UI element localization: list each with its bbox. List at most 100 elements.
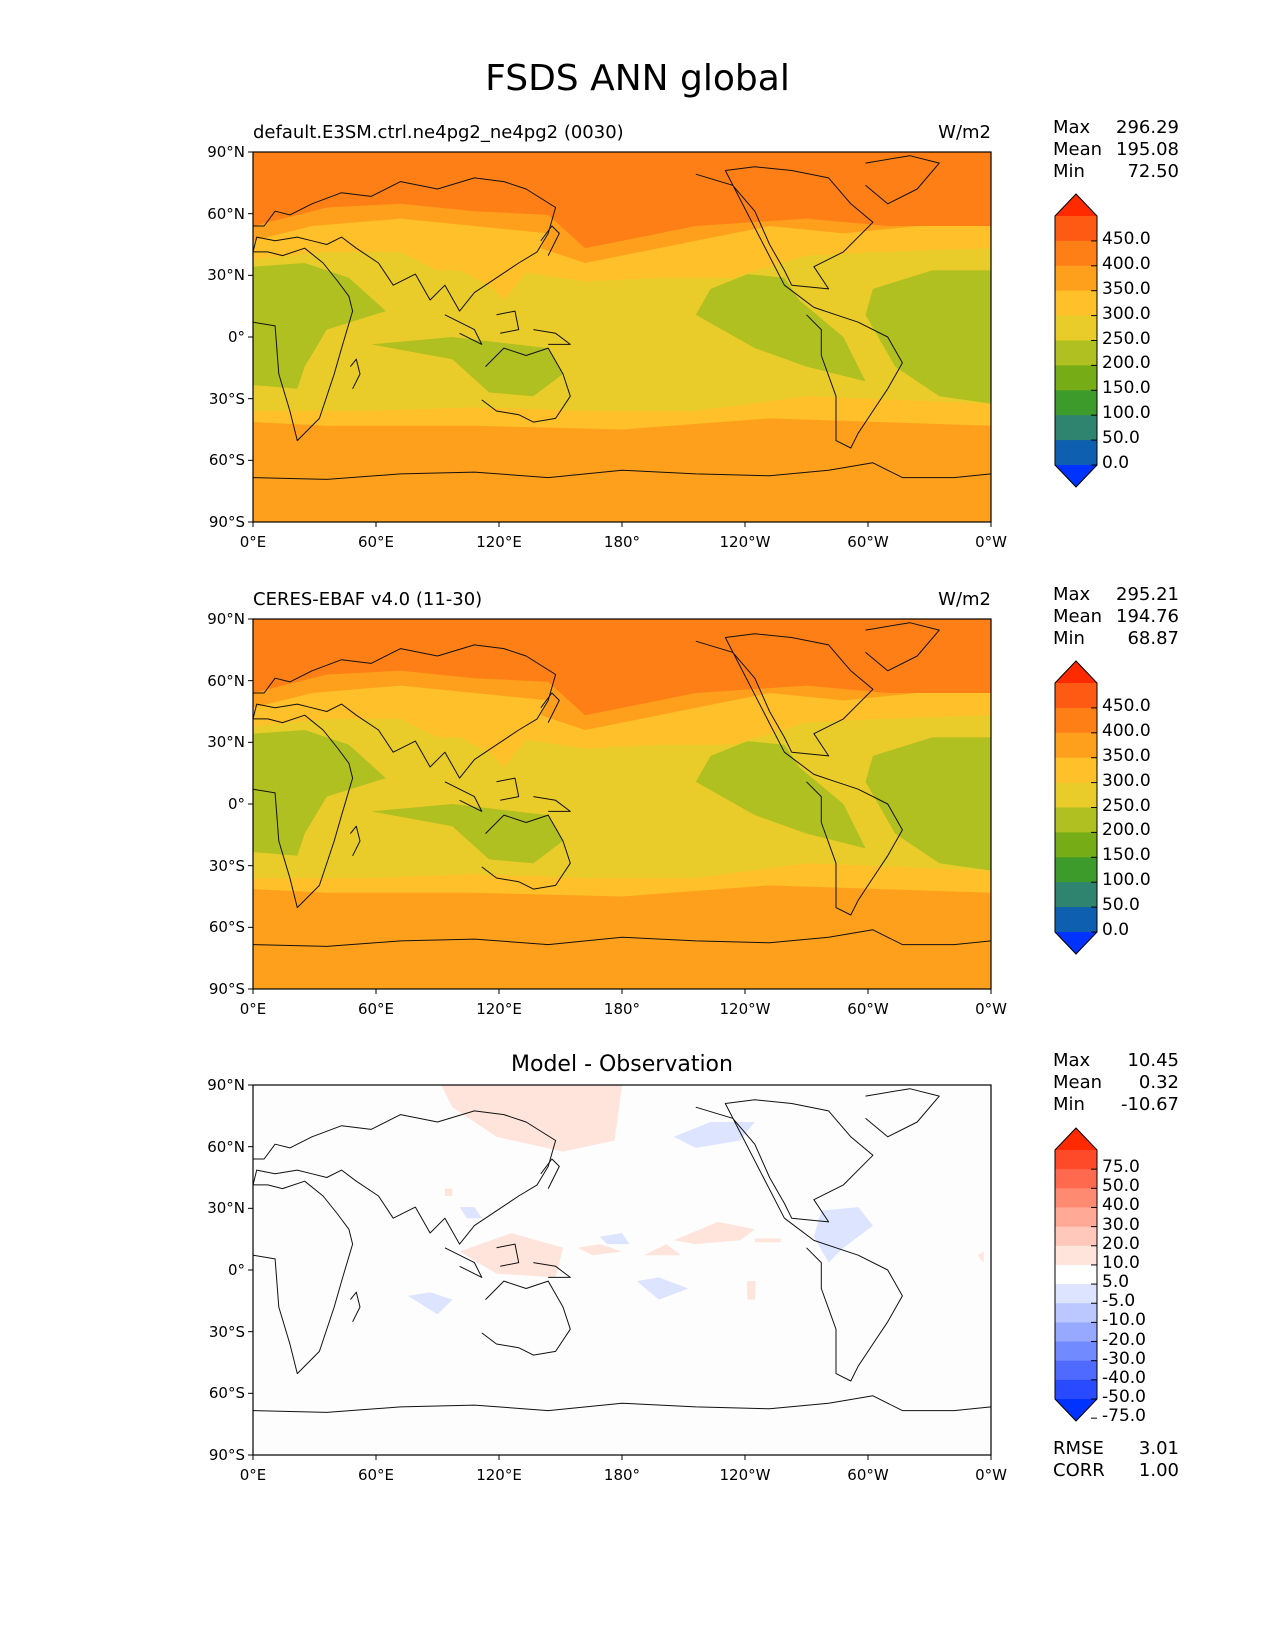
colorbar-level: 50.0	[1102, 428, 1140, 449]
colorbar	[1054, 660, 1098, 955]
colorbar-level: 50.0	[1102, 1176, 1140, 1197]
stat-label: Max	[1053, 117, 1091, 138]
colorbar	[1054, 1127, 1098, 1422]
lat-tick-label: 90°N	[207, 610, 245, 628]
colorbar-level: 40.0	[1102, 1195, 1140, 1216]
difference-field	[253, 1085, 991, 1455]
stat-value: 68.87	[1127, 628, 1179, 649]
stat-label: Min	[1053, 161, 1085, 182]
lat-tick-label: 60°S	[208, 918, 245, 937]
colorbar-level: 50.0	[1102, 895, 1140, 916]
map-panel	[248, 1084, 992, 1460]
colorbar-level: 250.0	[1102, 328, 1151, 349]
lat-tick-label: 30°S	[208, 1322, 245, 1341]
colorbar-level: 100.0	[1102, 403, 1151, 424]
panel-units: W/m2	[938, 122, 991, 143]
lat-tick-label: 30°N	[207, 733, 245, 752]
colorbar-level: 10.0	[1102, 1252, 1140, 1273]
lat-tick-label: 90°S	[208, 980, 245, 998]
lon-tick-label: 120°W	[719, 533, 771, 551]
colorbar-level: -30.0	[1102, 1348, 1146, 1369]
stat-value: 0.32	[1138, 1072, 1179, 1093]
colorbar-level: -75.0	[1102, 1406, 1146, 1427]
colorbar-level: 450.0	[1102, 695, 1151, 716]
stat-value: -10.67	[1120, 1094, 1179, 1115]
colorbar-level: 150.0	[1102, 845, 1151, 866]
lon-tick-label: 120°W	[719, 1466, 771, 1484]
coastlines	[253, 1088, 991, 1413]
lon-tick-label: 60°W	[847, 1000, 889, 1018]
colorbar-level: 0.0	[1102, 453, 1130, 473]
colorbar-level: -40.0	[1102, 1367, 1146, 1388]
lon-tick-label: 0°W	[975, 1466, 1007, 1484]
stat-value: 295.21	[1116, 584, 1179, 605]
lat-tick-label: 30°N	[207, 266, 245, 285]
lon-tick-label: 180°	[603, 1466, 641, 1484]
lon-tick-label: 120°E	[476, 1000, 522, 1018]
lon-tick-label: 180°	[603, 533, 641, 551]
colorbar-level: 400.0	[1102, 253, 1151, 274]
lat-tick-label: 30°S	[208, 389, 245, 408]
coastlines	[253, 622, 991, 947]
stat-value: 296.29	[1116, 117, 1179, 138]
metric-label: CORR	[1053, 1460, 1105, 1481]
lat-tick-label: 30°S	[208, 856, 245, 875]
colorbar-level: 450.0	[1102, 228, 1151, 249]
lon-tick-label: 60°E	[357, 1466, 395, 1484]
colorbar-level: 200.0	[1102, 820, 1151, 841]
lon-tick-label: 120°E	[476, 1466, 522, 1484]
colorbar-level: -50.0	[1102, 1387, 1146, 1407]
lon-tick-label: 180°	[603, 1000, 641, 1018]
stat-value: 195.08	[1116, 139, 1179, 160]
shaded-field	[253, 152, 991, 522]
lon-tick-label: 60°E	[357, 533, 395, 551]
stat-label: Min	[1053, 628, 1085, 649]
stat-value: 72.50	[1127, 161, 1179, 182]
stat-value: 10.45	[1127, 1050, 1179, 1071]
colorbar-level: -10.0	[1102, 1310, 1146, 1331]
lat-tick-label: 0°	[227, 795, 245, 813]
colorbar-level: 350.0	[1102, 745, 1151, 766]
colorbar-level: 300.0	[1102, 770, 1151, 791]
colorbar-level: 100.0	[1102, 870, 1151, 891]
lon-tick-label: 120°W	[719, 1000, 771, 1018]
lat-tick-label: 90°S	[208, 1446, 245, 1464]
colorbar-level: 300.0	[1102, 303, 1151, 324]
colorbar-level: -5.0	[1102, 1291, 1136, 1312]
metric-label: RMSE	[1053, 1438, 1104, 1459]
lon-tick-label: 0°W	[975, 533, 1007, 551]
colorbar-level: 75.0	[1102, 1157, 1140, 1178]
colorbar-level: 5.0	[1102, 1272, 1130, 1293]
lon-tick-label: 120°E	[476, 533, 522, 551]
lat-tick-label: 60°S	[208, 451, 245, 470]
colorbar-level: 250.0	[1102, 795, 1151, 816]
lat-tick-label: 60°N	[207, 204, 245, 223]
metric-value: 3.01	[1138, 1438, 1179, 1459]
shaded-field	[253, 619, 991, 989]
lat-tick-label: 0°	[227, 1261, 245, 1279]
colorbar-level: 200.0	[1102, 353, 1151, 374]
panel-left-title: CERES-EBAF v4.0 (11-30)	[253, 589, 483, 610]
lat-tick-label: 60°S	[208, 1384, 245, 1403]
stat-label: Min	[1053, 1094, 1085, 1115]
coastlines	[253, 155, 991, 480]
lat-tick-label: 90°S	[208, 513, 245, 531]
colorbar-level: 0.0	[1102, 920, 1130, 940]
lon-tick-label: 60°E	[357, 1000, 395, 1018]
lon-tick-label: 0°W	[975, 1000, 1007, 1018]
panel-units: W/m2	[938, 589, 991, 610]
lon-tick-label: 0°E	[239, 1466, 267, 1484]
stat-label: Mean	[1053, 139, 1103, 160]
colorbar-level: 150.0	[1102, 378, 1151, 399]
lat-tick-label: 90°N	[207, 1076, 245, 1094]
lon-tick-label: 60°W	[847, 533, 889, 551]
lat-tick-label: 90°N	[207, 143, 245, 161]
colorbar	[1054, 193, 1098, 488]
lat-tick-label: 30°N	[207, 1199, 245, 1218]
panel-left-title: default.E3SM.ctrl.ne4pg2_ne4pg2 (0030)	[253, 122, 624, 143]
panel-center-title: Model - Observation	[511, 1052, 733, 1077]
lat-tick-label: 60°N	[207, 671, 245, 690]
lon-tick-label: 60°W	[847, 1466, 889, 1484]
stat-label: Mean	[1053, 606, 1103, 627]
